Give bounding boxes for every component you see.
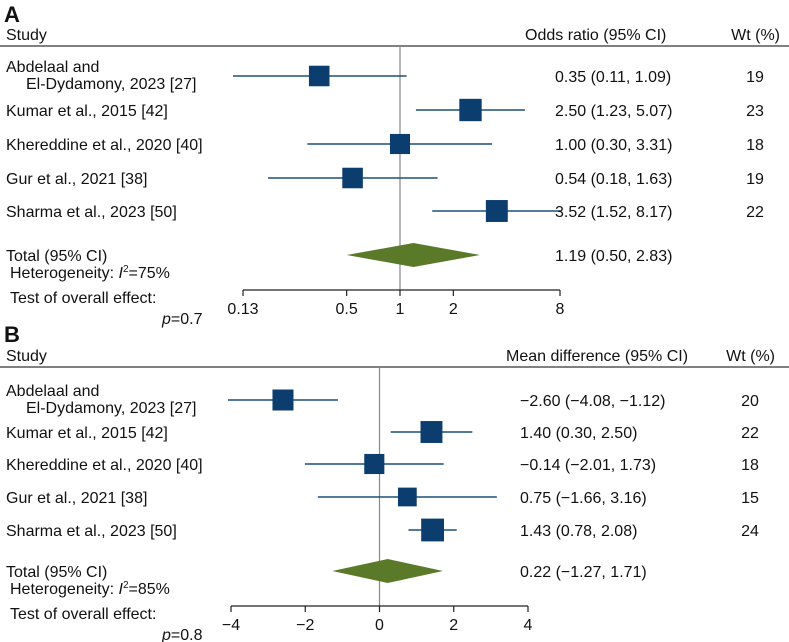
x-axis-tick-label: 0	[375, 617, 384, 634]
study-label: Kumar et al., 2015 [42]	[6, 103, 168, 120]
total-label: Total (95% CI)	[6, 564, 107, 581]
heterogeneity-symbol: I	[119, 581, 124, 598]
study-label: El-Dydamony, 2023 [27]	[26, 400, 196, 417]
heterogeneity-value: =75%	[129, 265, 170, 282]
column-header-effect: Odds ratio (95% CI)	[525, 27, 666, 44]
study-label: Sharma et al., 2023 [50]	[6, 204, 177, 221]
study-label: Gur et al., 2021 [38]	[6, 490, 147, 507]
column-header-study: Study	[6, 348, 47, 365]
study-weight: 15	[741, 490, 759, 507]
heterogeneity-prefix: Heterogeneity:	[10, 581, 119, 598]
p-symbol: p	[161, 311, 171, 328]
pooled-effect-diamond	[332, 559, 443, 583]
study-label: Sharma et al., 2023 [50]	[6, 523, 177, 540]
study-label: Abdelaal and	[6, 59, 99, 76]
study-effect-text: 0.75 (−1.66, 3.16)	[520, 490, 647, 507]
column-header-effect: Mean difference (95% CI)	[506, 348, 688, 365]
study-point-estimate	[420, 421, 443, 443]
heterogeneity-stat: Heterogeneity: I2=85%	[10, 580, 170, 598]
p-value: =0.7	[171, 311, 203, 328]
study-weight: 20	[741, 393, 759, 410]
study-effect-text: −0.14 (−2.01, 1.73)	[520, 457, 656, 474]
study-label: Abdelaal and	[6, 383, 99, 400]
p-symbol: p	[161, 627, 171, 642]
x-axis-tick-label: 0.5	[336, 301, 358, 318]
study-effect-text: −2.60 (−4.08, −1.12)	[520, 393, 665, 410]
heterogeneity-stat: Heterogeneity: I2=75%	[10, 264, 170, 282]
study-label: Khereddine et al., 2020 [40]	[6, 137, 203, 154]
x-axis-tick-label: −2	[296, 617, 314, 634]
study-label: Khereddine et al., 2020 [40]	[6, 457, 203, 474]
x-axis-tick-label: 1	[396, 301, 405, 318]
study-effect-text: 3.52 (1.52, 8.17)	[555, 204, 672, 221]
study-label: Kumar et al., 2015 [42]	[6, 425, 168, 442]
study-effect-text: 0.54 (0.18, 1.63)	[555, 171, 672, 188]
heterogeneity-symbol: I	[119, 265, 124, 282]
study-label: El-Dydamony, 2023 [27]	[26, 76, 196, 93]
column-header-weight: Wt (%)	[731, 27, 780, 44]
panel-letter: A	[4, 2, 20, 27]
study-point-estimate	[272, 389, 294, 411]
study-weight: 18	[746, 137, 764, 154]
study-weight: 24	[741, 523, 759, 540]
overall-effect-label: Test of overall effect:	[10, 290, 156, 307]
study-effect-text: 1.43 (0.78, 2.08)	[520, 523, 637, 540]
study-label: Gur et al., 2021 [38]	[6, 171, 147, 188]
study-point-estimate	[397, 487, 417, 507]
study-point-estimate	[342, 167, 363, 189]
heterogeneity-superscript: 2	[123, 264, 129, 275]
study-point-estimate	[485, 200, 508, 222]
study-weight: 18	[741, 457, 759, 474]
column-header-weight: Wt (%)	[726, 348, 775, 365]
study-point-estimate	[364, 453, 385, 475]
p-value: =0.8	[171, 627, 203, 642]
x-axis-tick-label: 0.13	[227, 301, 258, 318]
study-weight: 22	[741, 425, 759, 442]
study-weight: 23	[746, 103, 764, 120]
column-header-study: Study	[6, 27, 47, 44]
panel-letter: B	[4, 322, 20, 347]
x-axis-tick-label: 2	[449, 301, 458, 318]
pooled-effect-diamond	[346, 243, 481, 267]
x-axis-tick-label: 2	[449, 617, 458, 634]
heterogeneity-value: =85%	[129, 581, 170, 598]
overall-effect-p: p=0.7	[161, 311, 203, 328]
study-point-estimate	[389, 133, 411, 155]
study-weight: 19	[746, 171, 764, 188]
overall-effect-label: Test of overall effect:	[10, 606, 156, 623]
study-effect-text: 0.35 (0.11, 1.09)	[555, 69, 671, 86]
x-axis-tick-label: −4	[222, 617, 240, 634]
study-effect-text: 1.40 (0.30, 2.50)	[520, 425, 637, 442]
study-effect-text: 2.50 (1.23, 5.07)	[555, 103, 672, 120]
overall-effect-p: p=0.8	[161, 627, 203, 642]
total-effect-text: 1.19 (0.50, 2.83)	[555, 248, 672, 265]
study-weight: 22	[746, 204, 764, 221]
study-point-estimate	[459, 98, 482, 122]
heterogeneity-superscript: 2	[123, 580, 129, 591]
study-effect-text: 1.00 (0.30, 3.31)	[555, 137, 672, 154]
x-axis-tick-label: 8	[556, 301, 565, 318]
total-effect-text: 0.22 (−1.27, 1.71)	[520, 564, 647, 581]
heterogeneity-prefix: Heterogeneity:	[10, 265, 119, 282]
study-point-estimate	[308, 65, 330, 87]
x-axis-tick-label: 4	[524, 617, 533, 634]
study-weight: 19	[746, 69, 764, 86]
total-label: Total (95% CI)	[6, 248, 107, 265]
study-point-estimate	[421, 518, 444, 542]
